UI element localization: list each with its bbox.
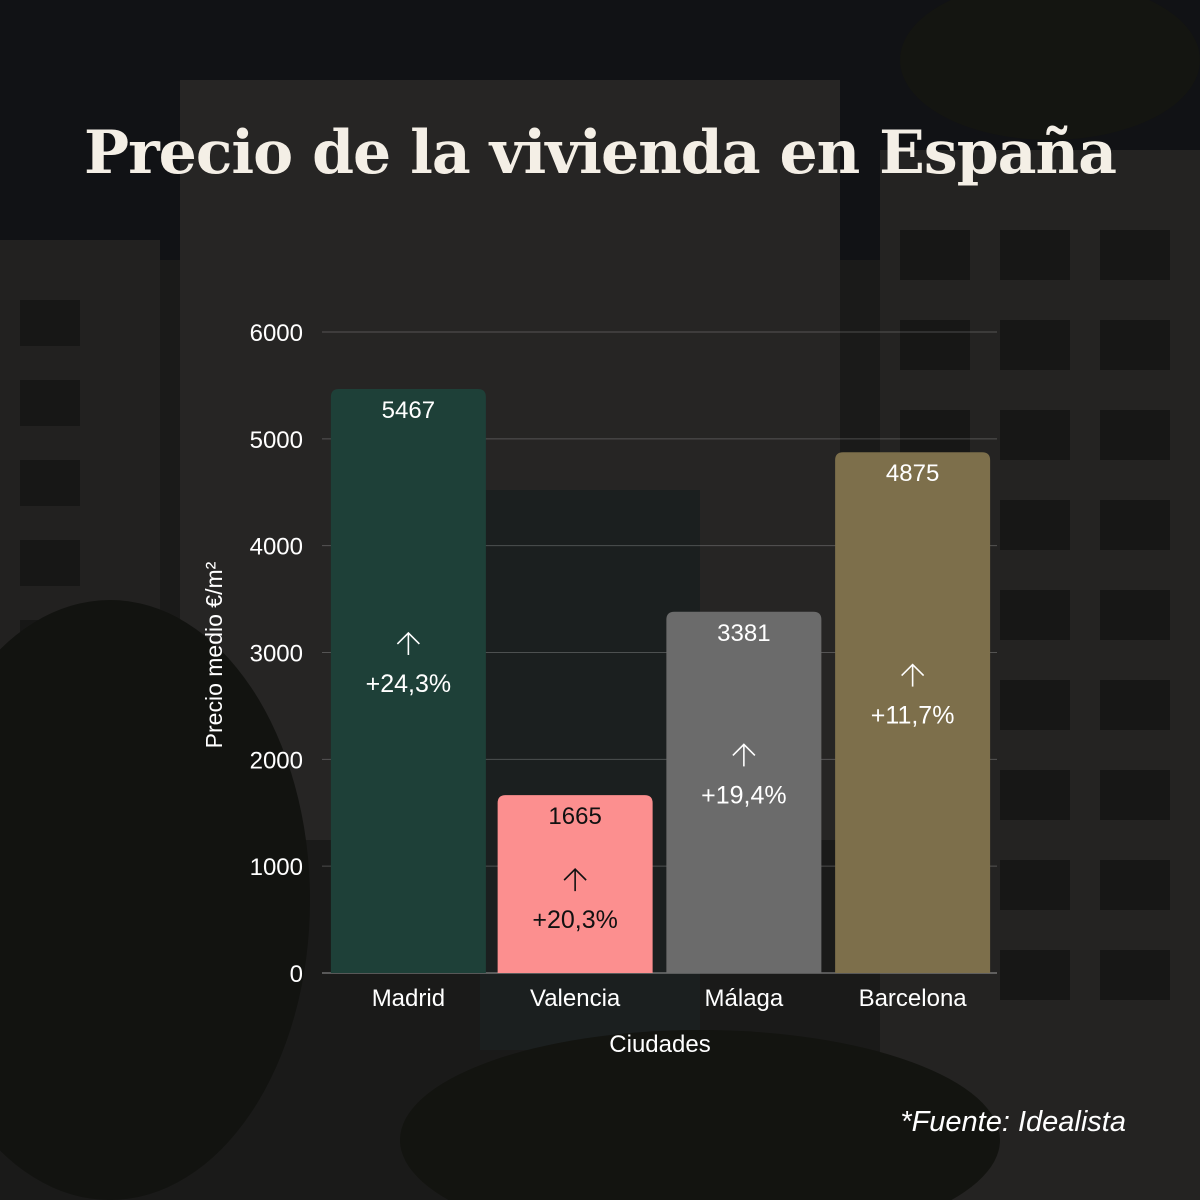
chart-title: Precio de la vivienda en España (83, 118, 1117, 188)
up-arrow-icon (396, 631, 420, 655)
change-label: +24,3% (366, 670, 452, 698)
x-tick-label: Barcelona (859, 985, 968, 1012)
change-label: +11,7% (871, 702, 955, 730)
up-arrow-icon (563, 867, 587, 892)
y-tick-label: 4000 (250, 534, 303, 561)
x-axis-label: Ciudades (609, 1031, 710, 1058)
y-axis-label: Precio medio €/m² (201, 561, 227, 748)
bar-value-label: 1665 (548, 803, 601, 830)
source-note: *Fuente: Idealista (900, 1106, 1126, 1138)
bar (835, 452, 991, 973)
bar-value-label: 3381 (717, 620, 770, 647)
x-tick-label: Málaga (705, 985, 784, 1012)
y-tick-label: 1000 (250, 854, 303, 881)
y-tick-label: 2000 (250, 747, 303, 774)
bar-group: 4875 +11,7% (835, 452, 991, 973)
x-tick-label: Valencia (530, 985, 621, 1012)
y-tick-label: 5000 (250, 427, 303, 454)
bar-group: 1665 +20,3% (497, 795, 653, 973)
bar (666, 611, 822, 973)
y-tick-label: 6000 (250, 320, 303, 347)
bar-value-label: 5467 (382, 397, 435, 424)
change-label: +20,3% (532, 906, 618, 934)
y-tick-label: 3000 (250, 641, 303, 668)
y-tick-label: 0 (290, 961, 303, 988)
bar-value-label: 4875 (886, 460, 939, 487)
bar (330, 388, 486, 974)
bar-group: 3381 +19,4% (666, 611, 822, 973)
up-arrow-icon (732, 743, 756, 767)
change-label: +19,4% (701, 781, 787, 809)
x-tick-label: Madrid (372, 985, 445, 1012)
up-arrow-icon (901, 663, 925, 687)
bar-group: 5467 +24,3% (330, 388, 486, 974)
